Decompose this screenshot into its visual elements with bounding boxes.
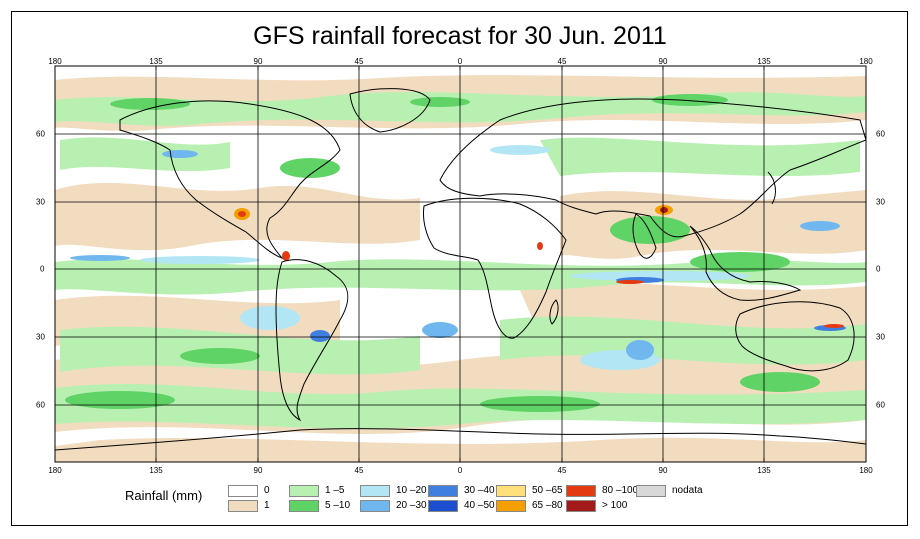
greenland-outline xyxy=(349,88,431,133)
antarctica-outline xyxy=(55,428,866,451)
legend-label-10-20mm: 10 –20 xyxy=(396,485,427,496)
coastlines xyxy=(55,88,866,451)
top-lon-label: 90 xyxy=(253,57,263,66)
bottom-lon-label: 180 xyxy=(48,466,62,475)
bottom-lon-label: 45 xyxy=(557,466,567,475)
madagascar-outline xyxy=(549,299,559,325)
map-title: GFS rainfall forecast for 30 Jun. 2011 xyxy=(253,22,667,50)
legend-label-50-65mm: 50 –65 xyxy=(532,485,563,496)
axis-ticks xyxy=(54,66,867,462)
bottom-lon-label: 135 xyxy=(757,466,771,475)
figure-frame xyxy=(11,11,908,526)
left-lat-label: 0 xyxy=(40,264,45,274)
legend-label-nodata: nodata xyxy=(672,485,703,496)
left-lat-label: 30 xyxy=(36,332,45,342)
legend-title: Rainfall (mm) xyxy=(125,488,203,503)
bottom-lon-label: 90 xyxy=(658,466,668,475)
legend-label-30-40mm: 30 –40 xyxy=(464,485,495,496)
south-america-outline xyxy=(275,259,349,422)
left-lat-label: 30 xyxy=(36,197,45,207)
legend-label-65-80mm: 65 –80 xyxy=(532,500,563,511)
legend-label-5-10mm: 5 –10 xyxy=(325,500,351,511)
japan-outline xyxy=(767,171,776,205)
right-lat-label: 30 xyxy=(876,332,885,342)
graticule xyxy=(55,66,866,462)
top-lon-label: 90 xyxy=(658,57,668,66)
legend-label-over-100mm: > 100 xyxy=(602,500,628,511)
rain-20-30mm-layer xyxy=(70,150,840,360)
heavy-rain-spots xyxy=(234,205,844,328)
left-lat-label: 60 xyxy=(36,129,45,139)
right-lat-label: 30 xyxy=(876,197,885,207)
map-border xyxy=(54,65,867,463)
legend-label-40-50mm: 40 –50 xyxy=(464,500,495,511)
bottom-lon-label: 45 xyxy=(354,466,364,475)
right-lat-label: 0 xyxy=(876,264,881,274)
legend-swatch-40-50mm xyxy=(428,500,458,512)
top-lon-label: 45 xyxy=(354,57,364,66)
legend-swatch-over-100mm xyxy=(566,500,596,512)
bottom-lon-label: 135 xyxy=(149,466,163,475)
north-america-outline xyxy=(119,100,341,260)
legend-swatch-30-40mm xyxy=(428,485,458,497)
australia-outline xyxy=(735,301,855,372)
top-lon-label: 135 xyxy=(149,57,163,66)
legend-swatch-1mm xyxy=(228,500,258,512)
legend-swatch-5-10mm xyxy=(289,500,319,512)
rain-10-20mm-layer xyxy=(140,145,750,370)
southeast-asia-outline xyxy=(689,225,802,301)
top-lon-label: 180 xyxy=(48,57,62,66)
legend-label-1mm: 1 xyxy=(264,500,270,511)
top-lon-label: 0 xyxy=(457,57,463,66)
legend-swatch-1-5mm xyxy=(289,485,319,497)
legend-swatch-10-20mm xyxy=(360,485,390,497)
legend-label-0mm: 0 xyxy=(264,485,270,496)
india-outline xyxy=(632,213,657,259)
top-lon-label: 135 xyxy=(757,57,771,66)
legend-swatch-nodata xyxy=(636,485,666,497)
bottom-lon-label: 0 xyxy=(457,466,463,475)
legend-swatch-0mm xyxy=(228,485,258,497)
africa-outline xyxy=(423,197,567,339)
top-lon-label: 45 xyxy=(557,57,567,66)
legend-label-1-5mm: 1 –5 xyxy=(325,485,345,496)
legend-swatch-80-100mm xyxy=(566,485,596,497)
right-lat-label: 60 xyxy=(876,400,885,410)
bottom-lon-label: 90 xyxy=(253,466,263,475)
top-lon-label: 180 xyxy=(859,57,873,66)
right-lat-label: 60 xyxy=(876,129,885,139)
rain-5-10mm-layer xyxy=(65,94,820,412)
left-lat-label: 60 xyxy=(36,400,45,410)
legend-label-20-30mm: 20 –30 xyxy=(396,500,427,511)
legend-swatch-20-30mm xyxy=(360,500,390,512)
legend-swatch-65-80mm xyxy=(496,500,526,512)
legend-label-80-100mm: 80 –100 xyxy=(602,485,639,496)
legend-swatch-50-65mm xyxy=(496,485,526,497)
bottom-lon-label: 180 xyxy=(859,466,873,475)
